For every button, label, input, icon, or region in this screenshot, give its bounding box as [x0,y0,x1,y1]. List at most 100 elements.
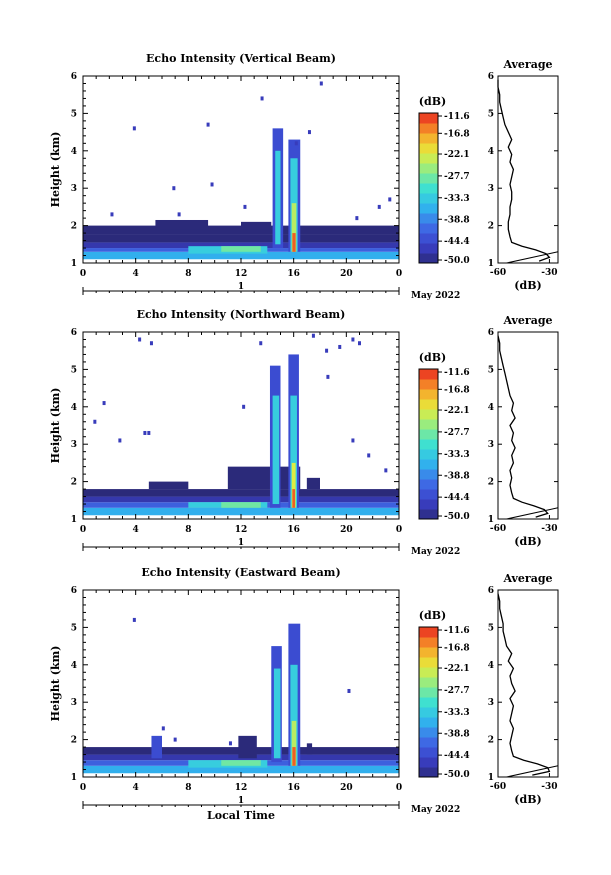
profile-y-tick-label: 6 [488,72,494,82]
echo-speck [243,204,247,209]
x-axis-label: Local Time [207,809,275,822]
colorbar-segment [419,243,438,254]
echo-speck [319,81,323,86]
heatmap-cell [238,735,257,759]
colorbar-segment [419,647,438,658]
heatmap-cell [83,765,399,774]
colorbar-tick-label: -33.3 [444,450,470,460]
y-tick-label: 3 [71,698,77,708]
colorbar-frame [418,626,439,778]
colorbar-tick-label: -50.0 [444,256,470,266]
panel-title: Echo Intensity (Vertical Beam) [146,52,336,65]
echo-speck [132,617,136,622]
colorbar-segment [419,499,438,510]
y-axis-label: Height (km) [49,388,62,464]
profile-x-tick-label: -60 [490,524,506,534]
colorbar-segment [419,409,438,420]
colorbar-segment [419,459,438,470]
colorbar-segment [419,203,438,214]
echo-speck [102,401,106,406]
heatmap-cell [221,502,261,508]
x-tick-label: 16 [287,525,300,535]
colorbar-segment [419,133,438,144]
colorbar-tick-label: -27.7 [444,428,470,438]
colorbar-segment [419,233,438,244]
profile-noise-line [506,251,559,264]
colorbar-unit-label: (dB) [419,95,446,108]
x-tick-label: 16 [287,783,300,793]
echo-speck [173,737,177,742]
colorbar-tick-label: -11.6 [444,626,470,636]
profile-x-tick-label: -60 [490,268,506,278]
echo-speck [149,341,153,346]
echo-speck [172,186,176,191]
colorbar-frame [418,368,439,520]
colorbar-segment [419,469,438,480]
profile-x-tick-label: -30 [541,268,557,278]
profile-noise-line [506,507,559,520]
colorbar-segment [419,637,438,648]
heatmap-cell [83,496,399,503]
echo-speck [228,741,232,746]
echo-speck [260,96,264,101]
y-tick-label: 4 [71,147,77,157]
colorbar-segment [419,429,438,440]
heatmap-cell [148,481,189,490]
colorbar-tick-label: -44.4 [444,493,470,503]
echo-speck [311,333,315,338]
y-axis-label: Height (km) [49,646,62,722]
x-tick-label: 16 [287,269,300,279]
profile-frame [497,331,559,520]
heatmap-cell [292,489,295,508]
colorbar-tick-label: -11.6 [444,112,470,122]
colorbar-tick-label: -44.4 [444,237,470,247]
heatmap-cell [291,462,296,508]
heatmap-cell [290,664,298,766]
echo-speck [132,126,136,131]
colorbar-segment [419,677,438,688]
echo-speck [143,430,147,435]
heatmap-cell [83,489,399,497]
x-tick-label: 8 [185,525,191,535]
x-tick-label: 12 [235,783,248,793]
profile-x-label: (dB) [514,793,541,806]
x-tick-label: 0 [80,269,86,279]
profile-y-tick-label: 4 [488,403,494,413]
profile-x-label: (dB) [514,279,541,292]
colorbar-tick-label: -16.8 [444,643,470,653]
profile-y-tick-label: 2 [488,736,494,746]
colorbar-segment [419,113,438,124]
colorbar-tick-label: -50.0 [444,770,470,780]
heatmap-cell [241,221,272,230]
y-tick-label: 2 [71,736,77,746]
colorbar-segment [419,479,438,490]
heatmap-cell [290,395,297,508]
echo-speck [326,374,330,379]
y-tick-label: 4 [71,403,77,413]
echo-speck [118,438,122,443]
x-tick-label: 0 [396,525,402,535]
profile-x-label: (dB) [514,535,541,548]
colorbar-tick-label: -33.3 [444,194,470,204]
colorbar-segment [419,687,438,698]
profile-y-tick-label: 6 [488,328,494,338]
profile-title: Average [502,58,552,71]
echo-speck [358,341,361,346]
colorbar-segment [419,747,438,758]
x-tick-label: 0 [80,783,86,793]
profile-line [497,593,551,776]
y-tick-label: 3 [71,184,77,194]
colorbar-segment [419,153,438,164]
colorbar-segment [419,509,438,520]
profile-y-tick-label: 3 [488,184,494,194]
heatmap-cell [221,246,261,252]
profile-line [497,79,551,262]
heatmap-cell [275,150,281,245]
colorbar-tick-label: -22.1 [444,406,470,416]
colorbar-segment [419,253,438,264]
echo-speck [347,688,351,693]
echo-speck [325,348,329,353]
x-tick-label: 12 [235,525,248,535]
colorbar-segment [419,193,438,204]
profile-line [497,335,549,518]
